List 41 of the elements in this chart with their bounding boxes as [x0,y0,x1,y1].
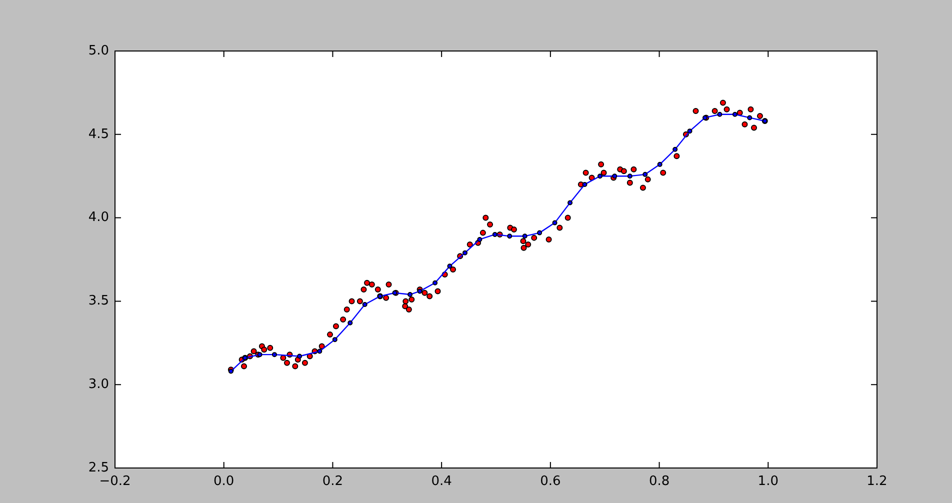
y-tick-label: 4.5 [88,126,109,142]
point [408,292,413,298]
point [747,115,752,120]
point [672,146,678,152]
point [297,354,302,359]
point [568,200,573,206]
y-tick-label: 3.5 [88,294,109,309]
point [362,302,368,308]
point [332,337,338,342]
point [552,220,558,226]
x-tick-label: 0.4 [431,474,452,490]
x-tick-label: 0.2 [322,474,344,490]
point [537,230,542,236]
point [642,172,648,177]
y-tick-label: 2.5 [88,460,109,476]
point [582,182,588,187]
x-tick-label: 0.0 [214,474,234,490]
point [732,112,738,117]
y-tick-label: 3.0 [88,376,109,392]
x-tick-label: 1.2 [866,474,888,490]
point [432,280,438,286]
point [687,128,692,134]
y-tick-label: 5.0 [88,43,109,58]
point [348,320,353,326]
x-tick-label: 0.8 [648,474,670,490]
point [317,348,322,354]
point [597,174,602,179]
y-tick-label: 4.0 [88,210,109,226]
point [477,236,482,242]
point [522,234,528,239]
point [507,234,512,239]
point [492,232,498,237]
x-tick-label: −0.2 [99,474,131,490]
point [627,174,632,179]
point [272,352,277,358]
x-tick-label: 1.0 [758,474,778,490]
point [447,264,452,269]
point [462,250,468,256]
point [657,162,662,167]
x-tick-label: 0.6 [540,474,561,490]
point [717,112,722,117]
